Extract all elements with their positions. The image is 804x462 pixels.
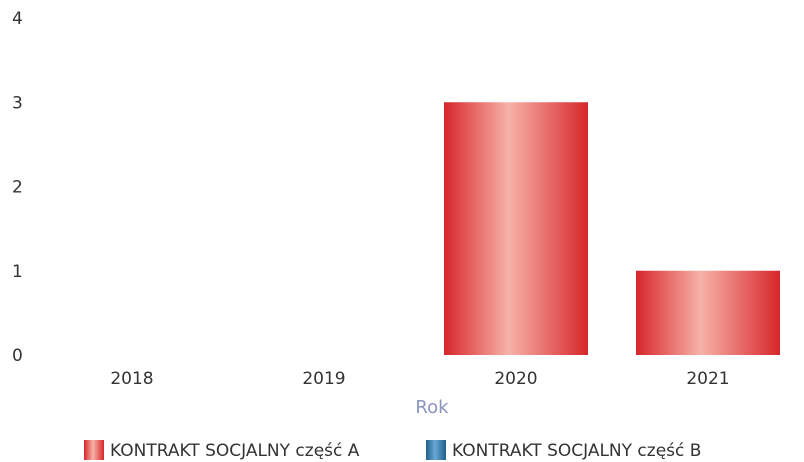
x-tick-label: 2019: [302, 369, 345, 389]
legend-swatch-series-b: [426, 440, 446, 460]
x-tick-label: 2020: [494, 369, 537, 389]
x-tick-label: 2021: [686, 369, 729, 389]
y-tick-label: 0: [12, 346, 23, 366]
y-tick-label: 3: [12, 93, 23, 113]
bar-2021-series-a[interactable]: [636, 270, 780, 355]
legend[interactable]: KONTRAKT SOCJALNY część A KONTRAKT SOCJA…: [84, 440, 701, 461]
bar-2020-series-a[interactable]: [444, 102, 588, 355]
bars: [444, 102, 780, 355]
legend-label-series-b: KONTRAKT SOCJALNY część B: [452, 441, 701, 461]
legend-item-series-a[interactable]: KONTRAKT SOCJALNY część A: [84, 440, 360, 461]
x-axis-ticks: 2018 2019 2020 2021: [110, 369, 729, 389]
x-axis-title: Rok: [415, 397, 449, 418]
x-tick-label: 2018: [110, 369, 153, 389]
legend-label-series-a: KONTRAKT SOCJALNY część A: [110, 441, 360, 461]
legend-item-series-b[interactable]: KONTRAKT SOCJALNY część B: [426, 440, 701, 461]
legend-swatch-series-a: [84, 440, 104, 460]
y-axis-ticks: 0 1 2 3 4: [12, 9, 23, 366]
y-tick-label: 1: [12, 262, 23, 282]
y-tick-label: 2: [12, 178, 23, 198]
y-tick-label: 4: [12, 9, 23, 29]
